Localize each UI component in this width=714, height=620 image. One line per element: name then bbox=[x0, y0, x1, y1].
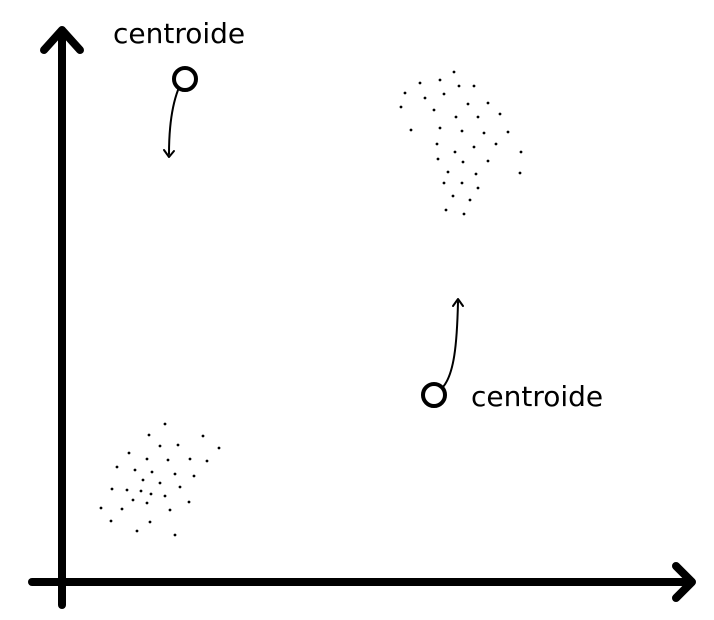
data-point bbox=[446, 170, 450, 174]
data-point bbox=[178, 485, 182, 489]
data-point bbox=[460, 181, 464, 185]
data-point bbox=[115, 465, 119, 469]
data-point bbox=[436, 157, 440, 161]
data-point bbox=[125, 488, 129, 492]
data-point bbox=[435, 142, 439, 146]
data-point bbox=[163, 422, 167, 426]
data-point bbox=[133, 468, 137, 472]
data-point bbox=[163, 494, 167, 498]
data-point bbox=[141, 478, 145, 482]
data-point bbox=[217, 446, 221, 450]
data-point bbox=[147, 433, 151, 437]
data-point bbox=[472, 84, 476, 88]
data-point bbox=[99, 506, 103, 510]
data-point bbox=[444, 208, 448, 212]
data-point bbox=[109, 519, 113, 523]
data-point bbox=[409, 128, 413, 132]
data-point bbox=[158, 444, 162, 448]
data-point bbox=[166, 458, 170, 462]
data-point bbox=[145, 501, 149, 505]
centroid-move-arrowhead-icon bbox=[163, 149, 175, 158]
centroid-circle-icon bbox=[172, 66, 198, 92]
data-point bbox=[168, 508, 172, 512]
data-point bbox=[461, 160, 465, 164]
x-axis-arrowhead-icon bbox=[672, 562, 696, 602]
data-point bbox=[472, 145, 476, 149]
data-point bbox=[476, 186, 480, 190]
centroid-circle-icon bbox=[421, 382, 447, 408]
data-point bbox=[173, 472, 177, 476]
data-point bbox=[460, 129, 464, 133]
data-point bbox=[145, 457, 149, 461]
data-point bbox=[438, 126, 442, 130]
data-point bbox=[110, 487, 114, 491]
data-point bbox=[201, 434, 205, 438]
cluster-top-right bbox=[399, 70, 523, 216]
data-point bbox=[139, 489, 143, 493]
data-point bbox=[423, 96, 427, 100]
data-point bbox=[131, 498, 135, 502]
data-point bbox=[192, 474, 196, 478]
data-point bbox=[149, 492, 153, 496]
data-point bbox=[474, 172, 478, 176]
centroid-move-arrowhead-icon bbox=[452, 298, 464, 307]
data-point bbox=[486, 159, 490, 163]
centroid-move-arrow-icon bbox=[168, 89, 179, 155]
data-point bbox=[506, 130, 510, 134]
data-point bbox=[399, 105, 403, 109]
data-point bbox=[403, 91, 407, 95]
data-point bbox=[457, 84, 461, 88]
data-point bbox=[494, 142, 498, 146]
data-point bbox=[486, 101, 490, 105]
data-point bbox=[188, 457, 192, 461]
data-point bbox=[176, 443, 180, 447]
data-point bbox=[158, 481, 162, 485]
data-point bbox=[468, 198, 472, 202]
data-point bbox=[462, 212, 466, 216]
data-point bbox=[120, 507, 124, 511]
data-point bbox=[127, 451, 131, 455]
data-point bbox=[482, 131, 486, 135]
centroid-move-arrow-icon bbox=[442, 301, 459, 388]
data-point bbox=[518, 171, 522, 175]
data-point bbox=[150, 470, 154, 474]
data-point bbox=[438, 78, 442, 82]
data-point bbox=[442, 181, 446, 185]
data-point bbox=[452, 70, 456, 74]
y-axis-arrowhead-icon bbox=[40, 26, 84, 54]
data-point bbox=[453, 150, 457, 154]
cluster-bottom-left bbox=[99, 422, 221, 537]
data-point bbox=[205, 459, 209, 463]
centroid-label-top: centroide bbox=[113, 17, 246, 50]
data-point bbox=[148, 520, 152, 524]
data-point bbox=[432, 108, 436, 112]
data-point bbox=[498, 112, 502, 116]
data-point bbox=[519, 150, 523, 154]
centroid-label-bottom: centroide bbox=[471, 380, 604, 413]
data-point bbox=[451, 194, 455, 198]
data-point bbox=[466, 102, 470, 106]
data-point bbox=[173, 533, 177, 537]
data-point bbox=[442, 92, 446, 96]
data-point bbox=[187, 500, 191, 504]
data-point bbox=[454, 115, 458, 119]
data-point bbox=[476, 115, 480, 119]
data-point bbox=[135, 529, 139, 533]
data-point bbox=[418, 81, 422, 85]
